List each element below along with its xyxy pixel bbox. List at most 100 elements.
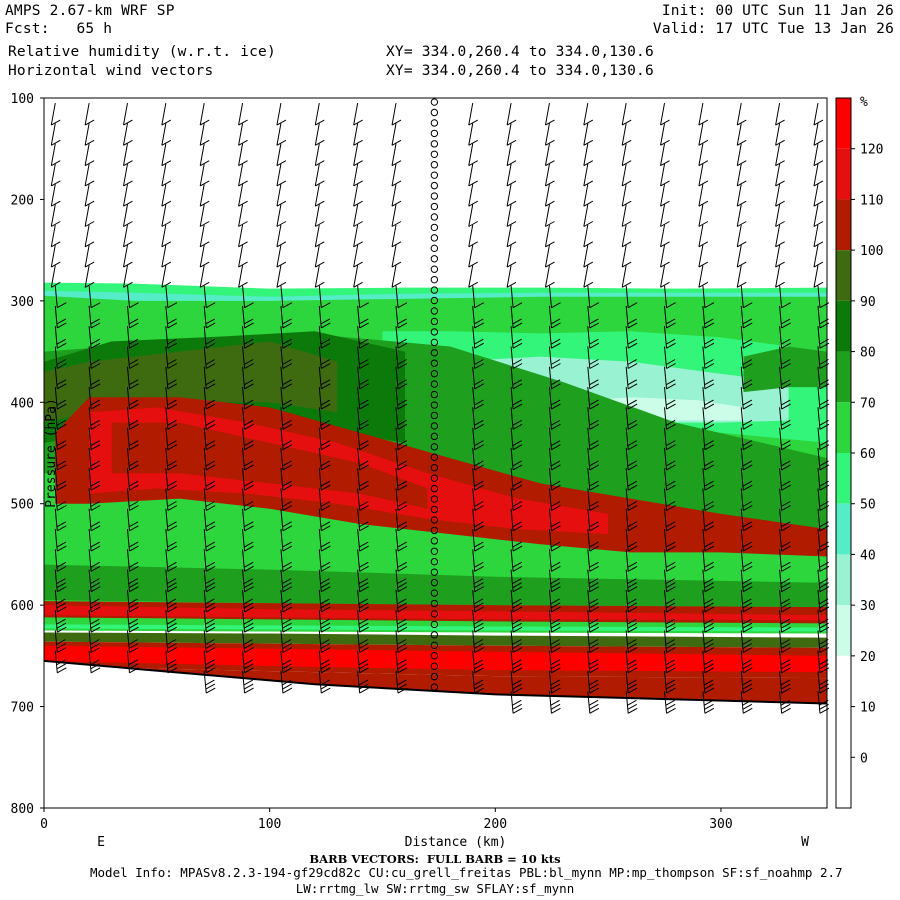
wind-barb-line [625, 610, 638, 633]
wind-barb-line [698, 143, 709, 167]
wind-barb [165, 285, 178, 309]
wind-barb [280, 305, 293, 329]
wind-barb-line [318, 427, 331, 451]
wind-barb-line [625, 447, 638, 471]
wind-barb-line [84, 184, 95, 207]
wind-barb-line [587, 427, 600, 451]
wind-barb [357, 610, 369, 633]
rh-lower-band-5 [44, 624, 827, 632]
wind-barb-line [357, 285, 369, 309]
wind-barb-line [736, 143, 747, 167]
wind-barb [664, 305, 676, 329]
wind-barb-line [664, 529, 676, 552]
wind-barb-line [199, 163, 210, 187]
wind-barb [587, 285, 600, 309]
wind-barb [544, 244, 555, 268]
wind-barb [702, 366, 715, 390]
wind-barb-line [472, 366, 484, 390]
wind-barb [583, 184, 594, 207]
wind-barb-line [50, 102, 61, 126]
wind-barb [203, 447, 216, 471]
wind-barb-line [702, 285, 715, 309]
wind-barb-line [126, 610, 139, 633]
wind-barb [391, 265, 402, 288]
sounding-point-marker [430, 265, 439, 273]
wind-barb [510, 346, 523, 369]
wind-barb-line [587, 549, 600, 572]
wind-barb [510, 671, 523, 694]
wind-barb-line [740, 671, 753, 694]
wind-barb-line [395, 427, 408, 451]
wind-barb [544, 265, 555, 288]
wind-barb [548, 346, 561, 369]
wind-barb-line [161, 184, 172, 207]
wind-barb-line [775, 163, 785, 187]
wind-barb-line [280, 346, 293, 369]
wind-barb-line [280, 650, 293, 674]
wind-barb [775, 265, 785, 288]
wind-barb-line [779, 305, 791, 329]
wind-barb [740, 387, 753, 410]
wind-barb-line [203, 650, 216, 674]
wind-barb [126, 650, 139, 674]
wind-barb-line [548, 650, 561, 674]
wind-barb [698, 244, 709, 268]
wind-barb [775, 184, 785, 207]
wind-barb-line [50, 163, 61, 187]
sounding-point-marker [430, 662, 439, 670]
wind-barb [587, 427, 600, 451]
wind-barb-line [813, 184, 824, 207]
wind-barb [353, 224, 363, 248]
wind-barb-line [203, 488, 216, 511]
wind-barb [199, 123, 210, 146]
sounding-point-marker [430, 610, 439, 618]
wind-barb [472, 650, 484, 674]
wind-barb [621, 143, 632, 167]
wind-barb-line [126, 508, 139, 532]
wind-barb-line [199, 102, 210, 126]
wind-barb-line [736, 265, 747, 288]
wind-barb-line [660, 224, 670, 248]
wind-barb [548, 508, 561, 532]
wind-barb-line [775, 102, 785, 126]
wind-barb-line [702, 346, 715, 369]
wind-barb-line [165, 447, 178, 471]
wind-barb-line [126, 285, 139, 309]
wind-barb [736, 184, 747, 207]
wind-barb [88, 427, 101, 451]
wind-barb-line [813, 204, 824, 227]
wind-barb-line [276, 265, 287, 288]
wind-barb-line [621, 265, 632, 288]
x-end-label-right: W [801, 835, 809, 850]
wind-barb [280, 285, 293, 309]
wind-barb-line [50, 204, 61, 227]
wind-barb-line [472, 610, 484, 633]
wind-barb [203, 285, 216, 309]
wind-barb [583, 204, 594, 227]
wind-barb-line [395, 447, 408, 471]
plot-frame [43, 97, 828, 809]
wind-barb [664, 650, 676, 674]
wind-barb-line [625, 630, 638, 653]
cross-section-endpoints-1: XY= 334.0,260.4 to 334.0,130.6 [386, 44, 654, 60]
wind-barb-line [702, 508, 715, 532]
wind-barb [199, 184, 210, 207]
wind-barb [238, 244, 248, 268]
wind-barb-line [625, 468, 638, 491]
wind-barb-line [587, 529, 600, 552]
wind-barb [510, 589, 523, 613]
wind-barb [664, 589, 676, 613]
wind-barb [548, 407, 561, 430]
wind-barb-line [242, 650, 254, 674]
wind-barb-line [702, 691, 715, 714]
wind-barb [702, 549, 715, 572]
wind-barb-line [664, 346, 676, 369]
wind-barb [395, 549, 408, 572]
wind-barb-line [660, 204, 670, 227]
wind-barb [472, 447, 484, 471]
sounding-point-marker [430, 338, 439, 347]
wind-barb [698, 184, 709, 207]
wind-barb [548, 488, 561, 511]
wind-barb [357, 569, 369, 593]
wind-barb-line [126, 346, 139, 369]
